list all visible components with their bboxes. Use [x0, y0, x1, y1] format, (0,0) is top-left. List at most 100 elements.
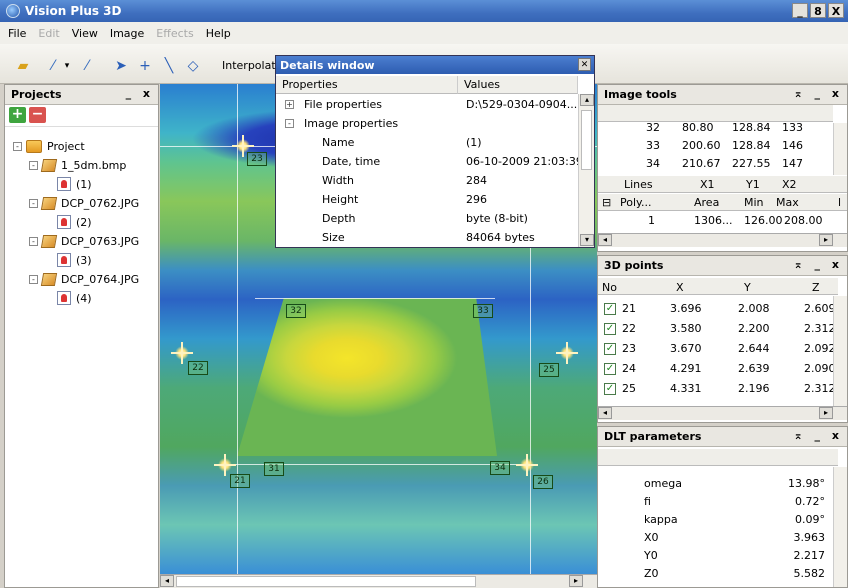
open-folder-icon[interactable]: ▰	[17, 58, 29, 74]
lines-col[interactable]: X1	[700, 178, 715, 191]
tree-item[interactable]: (3)	[57, 251, 92, 269]
tree-item[interactable]: - DCP_0762.JPG	[29, 194, 139, 212]
add-icon[interactable]: +	[9, 107, 26, 123]
col-x[interactable]: X	[676, 281, 684, 294]
expander-icon[interactable]: +	[285, 100, 294, 109]
col-z[interactable]: Z	[812, 281, 820, 294]
scrollbar-thumb[interactable]	[176, 576, 476, 587]
select-pointer-icon[interactable]: ➤	[115, 58, 127, 74]
point-tool-icon[interactable]: +	[139, 58, 151, 74]
expand-icon[interactable]: ⊟	[602, 196, 612, 209]
line-tool-icon[interactable]: ╲	[164, 58, 174, 74]
details-row[interactable]: Width 284	[276, 171, 576, 190]
lines-col[interactable]: Y1	[746, 178, 760, 191]
close-icon[interactable]: ✕	[578, 58, 591, 71]
3d-points-vertical-scrollbar[interactable]	[833, 296, 847, 406]
interpolate-button[interactable]: Interpolat	[222, 59, 276, 72]
scroll-left-icon[interactable]: ◂	[160, 575, 174, 587]
point-checkbox[interactable]: ✓	[604, 343, 616, 355]
control-point-icon[interactable]	[171, 342, 193, 364]
poly-col[interactable]: Max	[776, 196, 799, 209]
image-tools-controls[interactable]: ⌅ _ x	[793, 87, 843, 100]
remove-icon[interactable]: −	[29, 107, 46, 123]
lines-col[interactable]: Lines	[624, 178, 653, 191]
point-marker[interactable]: 25	[539, 363, 559, 377]
menu-view[interactable]: View	[71, 26, 98, 40]
pick-tool-icon[interactable]: ⁄	[51, 58, 55, 74]
details-row[interactable]: Name (1)	[276, 133, 576, 152]
point-checkbox[interactable]: ✓	[604, 383, 616, 395]
3d-points-controls[interactable]: ⌅ _ x	[793, 258, 843, 271]
lines-col[interactable]: X2	[782, 178, 797, 191]
expander-icon[interactable]: -	[29, 160, 38, 170]
details-row[interactable]: Size 84064 bytes	[276, 228, 576, 247]
details-row[interactable]: - Image properties	[276, 114, 576, 133]
point-marker[interactable]: 34	[490, 461, 510, 475]
menu-help[interactable]: Help	[205, 26, 231, 40]
menu-image[interactable]: Image	[109, 26, 145, 40]
dropdown-arrow-icon[interactable]: ▾	[64, 61, 70, 71]
scrollbar-thumb[interactable]	[581, 110, 592, 170]
scroll-down-icon[interactable]: ▾	[580, 234, 594, 246]
poly-col[interactable]: Poly...	[620, 196, 652, 209]
col-y[interactable]: Y	[744, 281, 751, 294]
minimize-button[interactable]: _	[792, 3, 808, 18]
tree-item[interactable]: (1)	[57, 175, 92, 193]
point-marker[interactable]: 32	[286, 304, 306, 318]
control-point-icon[interactable]	[516, 454, 538, 476]
menu-effects[interactable]: Effects	[156, 26, 194, 40]
details-vertical-scrollbar[interactable]: ▴ ▾	[578, 94, 594, 247]
polygon-tool-icon[interactable]: ◇	[187, 58, 199, 74]
dlt-vertical-scrollbar[interactable]	[833, 467, 847, 587]
expander-icon[interactable]: -	[285, 119, 294, 128]
tree-item[interactable]: - DCP_0764.JPG	[29, 270, 139, 288]
point-checkbox[interactable]: ✓	[604, 363, 616, 375]
menu-edit[interactable]: Edit	[38, 26, 60, 40]
details-row[interactable]: Depth byte (8-bit)	[276, 209, 576, 228]
image-horizontal-scrollbar[interactable]: ◂ ▸	[160, 574, 597, 588]
point-checkbox[interactable]: ✓	[604, 303, 616, 315]
poly-col[interactable]: l	[838, 196, 842, 209]
control-point-icon[interactable]	[232, 135, 254, 157]
image-tools-horizontal-scrollbar[interactable]: ◂ ▸	[598, 233, 847, 247]
tree-item[interactable]: (4)	[57, 289, 92, 307]
control-point-icon[interactable]	[556, 342, 578, 364]
expander-icon[interactable]: -	[29, 198, 38, 208]
scroll-up-icon[interactable]: ▴	[580, 94, 594, 106]
tree-item[interactable]: - Project	[13, 137, 85, 155]
image-tools-vertical-scrollbar[interactable]	[833, 123, 847, 175]
tree-item[interactable]: (2)	[57, 213, 92, 231]
col-no[interactable]: No	[602, 281, 617, 294]
details-row[interactable]: + File properties D:\529-0304-0904...	[276, 95, 577, 114]
expander-icon[interactable]: -	[13, 141, 22, 151]
scroll-right-icon[interactable]: ▸	[569, 575, 583, 587]
control-point-icon[interactable]	[214, 454, 236, 476]
tree-item[interactable]: - 1_5dm.bmp	[29, 156, 126, 174]
point-marker[interactable]: 26	[533, 475, 553, 489]
point-checkbox[interactable]: ✓	[604, 323, 616, 335]
projects-panel-controls[interactable]: _ x	[125, 87, 154, 100]
poly-col[interactable]: Area	[694, 196, 720, 209]
scroll-left-icon[interactable]: ◂	[598, 407, 612, 419]
expander-icon[interactable]: -	[29, 236, 38, 246]
point-marker[interactable]: 21	[230, 474, 250, 488]
scroll-right-icon[interactable]: ▸	[819, 234, 833, 246]
details-row[interactable]: Date, time 06-10-2009 21:03:39	[276, 152, 583, 171]
scroll-right-icon[interactable]: ▸	[819, 407, 833, 419]
point-marker[interactable]: 31	[264, 462, 284, 476]
details-row[interactable]: Height 296	[276, 190, 576, 209]
poly-col[interactable]: Min	[744, 196, 764, 209]
details-title-bar[interactable]: Details window ✕	[276, 56, 594, 74]
dlt-controls[interactable]: ⌅ _ x	[793, 429, 843, 442]
menu-file[interactable]: File	[8, 26, 27, 40]
3d-points-horizontal-scrollbar[interactable]: ◂ ▸	[598, 406, 847, 420]
tree-item[interactable]: - DCP_0763.JPG	[29, 232, 139, 250]
expander-icon[interactable]: -	[29, 274, 38, 284]
col-values[interactable]: Values	[458, 76, 578, 94]
close-button[interactable]: X	[828, 3, 844, 18]
maximize-button[interactable]: 8	[810, 3, 826, 18]
measure-tool-icon[interactable]: ⁄	[85, 58, 89, 74]
point-marker[interactable]: 33	[473, 304, 493, 318]
point-marker[interactable]: 22	[188, 361, 208, 375]
scroll-left-icon[interactable]: ◂	[598, 234, 612, 246]
